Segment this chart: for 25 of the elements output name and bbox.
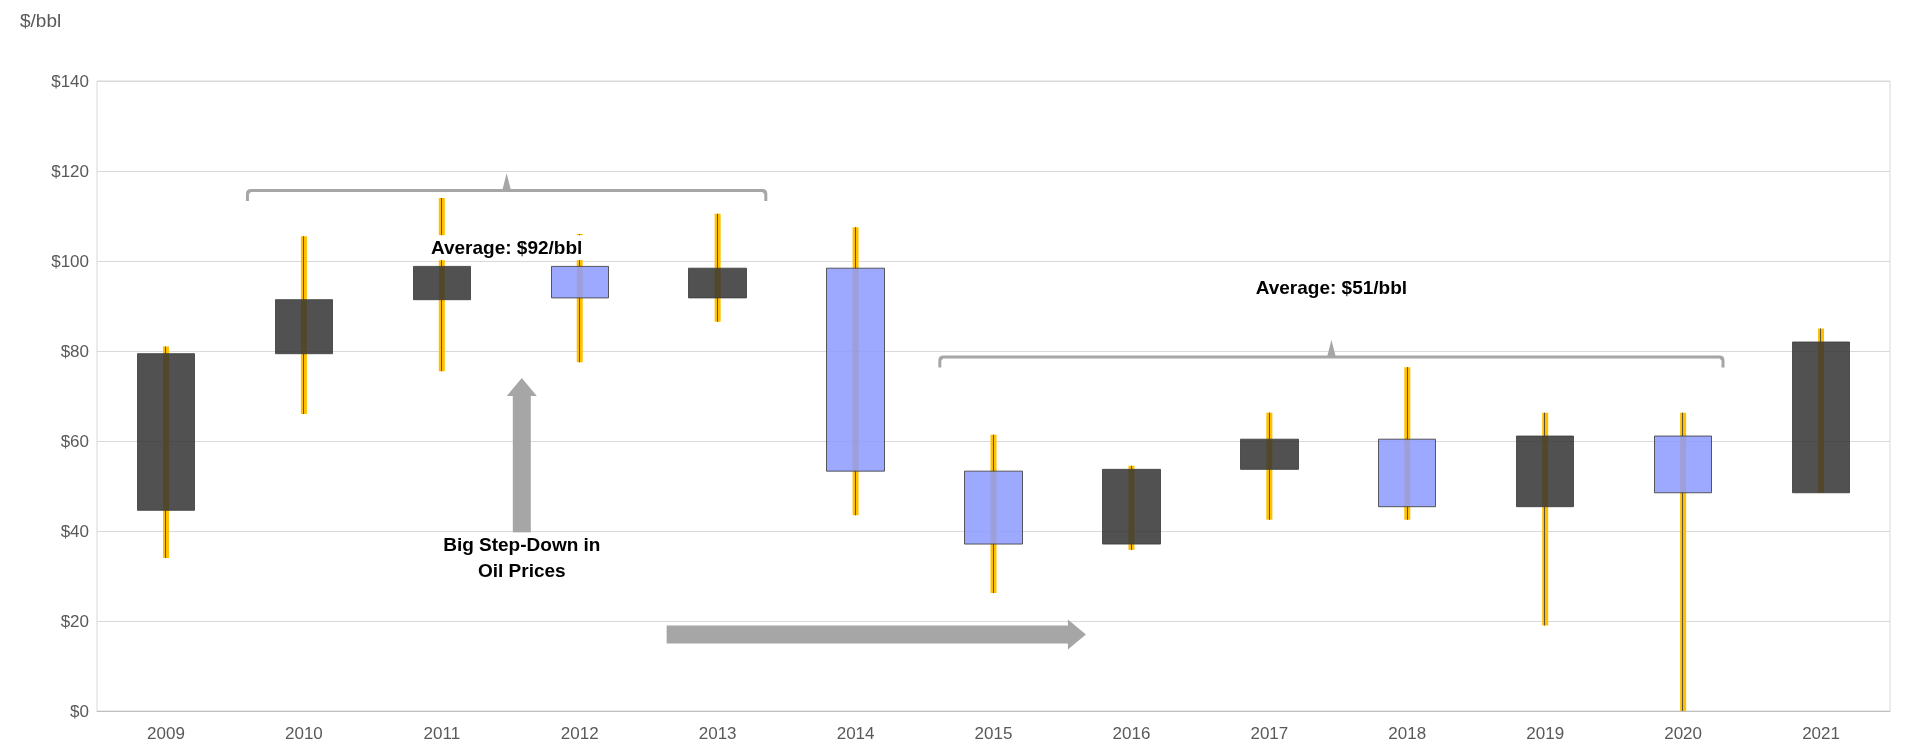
x-tick-label: 2021 [1802,724,1840,743]
y-tick-label: $0 [70,701,89,721]
y-tick-label: $140 [51,71,89,91]
x-tick-label: 2010 [284,724,323,743]
x-tick-label: 2014 [836,724,875,743]
x-tick-label: 2019 [1526,724,1565,743]
x-tick-label: 2020 [1664,724,1703,743]
x-tick-label: 2009 [147,724,185,743]
annotation: Average: $92/bbl [427,234,586,261]
x-tick-label: 2018 [1388,724,1427,743]
y-tick-label: $120 [51,161,89,181]
y-axis-title: $/bbl [20,10,62,32]
x-tick-label: 2015 [974,724,1013,743]
y-tick-label: $100 [51,251,89,271]
x-tick-label: 2011 [423,724,461,743]
x-tick-label: 2013 [698,724,737,743]
y-tick-label: $20 [60,611,89,631]
y-tick-label: $80 [60,341,89,361]
y-tick-label: $40 [60,521,89,541]
annotation: Big Step-Down in Oil Prices [440,532,604,584]
x-tick-label: 2017 [1250,724,1289,743]
x-tick-label: 2012 [560,724,599,743]
annotation: Average: $51/bbl [1252,275,1411,301]
x-tick-label: 2016 [1112,724,1151,743]
y-tick-label: $60 [60,431,89,451]
